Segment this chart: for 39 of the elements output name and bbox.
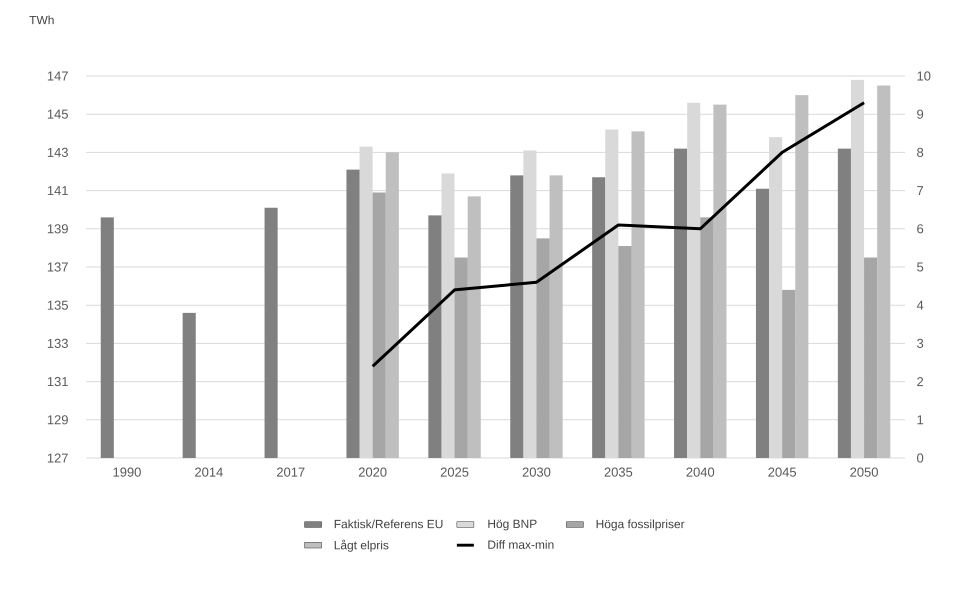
y2-tick-label: 3 (917, 338, 924, 348)
y-tick-label: 141 (48, 186, 68, 196)
y-tick-label: 139 (48, 224, 68, 234)
y-tick-label: 127 (48, 453, 68, 463)
x-tick-label: 2050 (850, 468, 878, 477)
x-tick-label: 2030 (522, 468, 550, 477)
legend-label: Faktisk/Referens EU (334, 519, 442, 528)
y2-tick-label: 0 (917, 453, 924, 463)
y-tick-label: 137 (48, 262, 68, 272)
y2-tick-label: 9 (917, 110, 924, 119)
x-tick-label: 1990 (114, 468, 141, 477)
line-series (371, 101, 866, 368)
y-tick-label: 143 (48, 148, 68, 157)
legend-label: Diff max-min (488, 540, 554, 549)
y2-tick-label: 4 (916, 300, 924, 310)
x-tick-label: 2017 (277, 468, 304, 477)
y2-tick-label: 6 (917, 224, 924, 234)
y-axis-title: TWh (29, 16, 54, 24)
y2-tick-label: 10 (918, 71, 930, 81)
x-tick-label: 2025 (440, 468, 468, 477)
x-tick-label: 2020 (358, 468, 387, 477)
x-tick-label: 2045 (768, 468, 796, 477)
y-tick-label: 131 (48, 377, 68, 386)
y-tick-label: 145 (48, 110, 68, 119)
legend-label: Lågt elpris (334, 540, 388, 552)
y2-tick-label: 5 (917, 262, 924, 272)
y2-tick-label: 2 (917, 377, 924, 386)
x-tick-label: 2040 (686, 468, 714, 477)
x-tick-label: 2014 (195, 468, 223, 477)
legend-label: Höga fossilpriser (596, 519, 684, 531)
x-tick-label: 2035 (604, 468, 632, 477)
y-tick-label: 129 (48, 415, 68, 424)
legend-label: Hög BNP (488, 520, 537, 530)
y2-tick-label: 8 (917, 148, 924, 157)
y2-tick-label: 1 (918, 415, 924, 424)
y-tick-label: 133 (48, 338, 68, 348)
y2-tick-label: 7 (917, 186, 924, 196)
y-tick-label: 147 (48, 72, 68, 80)
y-tick-label: 135 (48, 300, 68, 310)
